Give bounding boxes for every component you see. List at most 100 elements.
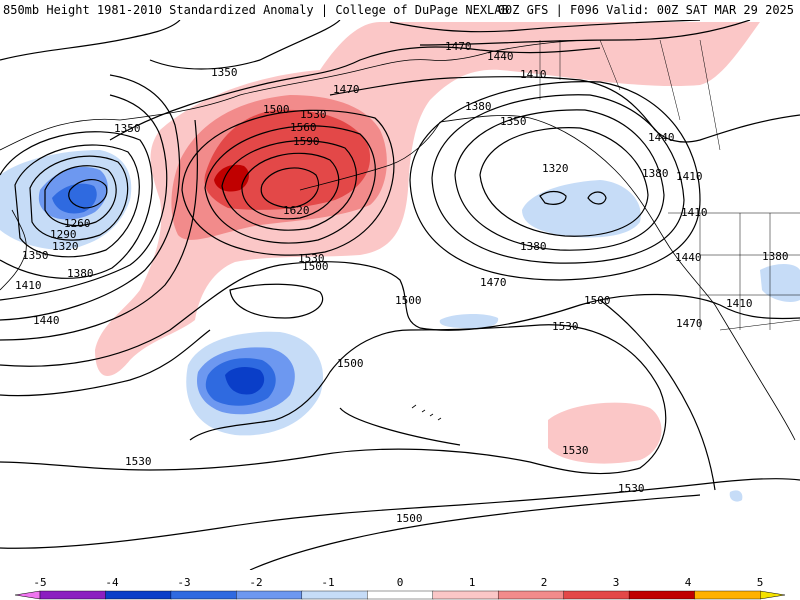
colorbar-swatch [497,590,565,600]
anomaly-fill-neg1 [760,264,800,302]
anomaly-fill-pos1 [548,402,662,464]
height-contour [0,20,181,61]
colorbar-swatch [367,590,434,600]
contour-label: 1350 [22,249,49,262]
contour-label: 1380 [762,250,789,263]
contour-label: 1470 [333,83,360,96]
contour-label: 1620 [283,204,310,217]
colorbar-swatch [628,590,696,600]
anomaly-colorbar: -5 -4 -3 -2 -1 0 1 2 3 4 5 [14,576,786,600]
political-border [699,213,800,330]
colorbar-tick-label: -1 [321,576,334,589]
height-contour [599,299,716,491]
height-contour [431,94,685,264]
height-contour [0,478,800,549]
colorbar-tick-label: 4 [685,576,692,589]
contour-label: 1500 [584,294,611,307]
contour-label: 1470 [480,276,507,289]
coastline [0,118,121,151]
contour-label: 1410 [676,170,703,183]
colorbar-min-arrow [14,590,41,600]
height-contour [389,20,701,33]
political-border [539,39,721,151]
colorbar-swatch [301,590,368,600]
height-contour [149,20,341,70]
height-contour [539,190,567,205]
contour-label: 1500 [395,294,422,307]
height-contour [587,191,607,205]
anomaly-fill-neg3 [52,183,97,214]
colorbar-swatch [563,590,630,600]
contour-label: 1380 [67,267,94,280]
height-contour [0,329,211,397]
contour-label: 1380 [642,167,669,180]
contour-label: 1320 [52,240,79,253]
contour-label: 1500 [263,103,290,116]
contour-label: 1530 [552,320,579,333]
height-contour [181,109,395,256]
colorbar-tick-label: -5 [33,576,46,589]
height-contour [29,155,129,241]
contour-label: 1320 [542,162,569,175]
contour-label: 1440 [33,314,60,327]
colorbar-swatch [694,590,761,600]
colorbar-max-arrow [759,590,786,600]
contour-label: 1500 [302,260,329,273]
model-run-info: 00Z GFS | F096 Valid: 00Z SAT MAR 29 202… [497,3,794,17]
contour-label: 1530 [562,444,589,457]
contour-label: 1350 [500,115,527,128]
contour-label: 1440 [487,50,514,63]
anomaly-fill-pos3 [204,109,371,210]
anomaly-fill-neg4 [225,367,265,395]
height-contour [68,179,108,209]
contour-label: 1380 [520,240,547,253]
contour-labels: 1470 1440 1410 1350 1470 1380 1350 1500 … [15,40,789,525]
contour-label: 1560 [290,121,317,134]
height-contour [479,127,649,237]
contour-label: 1410 [681,206,708,219]
colorbar-swatch [432,590,499,600]
contour-label: 1290 [50,228,77,241]
contour-label: 1590 [293,135,320,148]
height-contour [0,261,800,367]
contour-label: 1530 [298,252,325,265]
colorbar-tick-label: 3 [613,576,620,589]
height-contour [109,46,601,141]
height-contour [454,109,665,251]
contour-label: 1440 [675,251,702,264]
coastline [119,39,601,121]
contour-label: 1260 [64,217,91,230]
height-contour [204,125,376,244]
colorbar-tick-label: 1 [469,576,476,589]
height-contour [0,324,667,475]
colorbar-swatch [170,590,238,600]
map-plot: 1470 1440 1410 1350 1470 1380 1350 1500 … [0,20,800,570]
height-contour [0,94,168,301]
contour-label: 1350 [211,66,238,79]
contour-label: 1500 [337,357,364,370]
map-title: 850mb Height 1981-2010 Standardized Anom… [3,3,509,17]
coastline [439,115,796,441]
colorbar-tick-label: -3 [177,576,190,589]
height-contour [241,152,340,220]
height-contour [0,119,198,341]
contour-label: 1500 [396,512,423,525]
height-contour [249,494,701,570]
contour-label: 1530 [618,482,645,495]
colorbar-swatch [105,590,172,600]
colorbar-tick-label: 0 [397,576,404,589]
height-contour [260,167,320,209]
colorbar-ticks: -5 -4 -3 -2 -1 0 1 2 3 4 5 [33,576,763,589]
coastline [299,121,441,191]
contour-label: 1350 [114,122,141,135]
contour-label: 1530 [125,455,152,468]
negative-anomaly-fills [0,150,800,502]
height-contours [0,20,800,570]
height-contour [221,140,357,231]
colorbar-swatches [14,590,786,600]
island [411,404,442,421]
contour-label: 1410 [520,68,547,81]
colorbar-tick-label: -4 [105,576,119,589]
contour-label: 1440 [648,131,675,144]
